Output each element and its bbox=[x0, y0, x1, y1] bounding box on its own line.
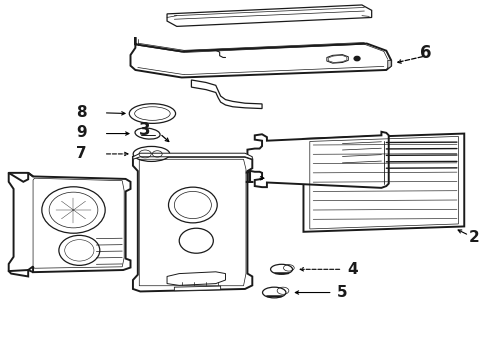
Ellipse shape bbox=[263, 287, 286, 298]
Polygon shape bbox=[167, 272, 225, 285]
Ellipse shape bbox=[270, 264, 293, 274]
Text: 3: 3 bbox=[139, 121, 151, 139]
Ellipse shape bbox=[133, 147, 170, 161]
Text: 2: 2 bbox=[468, 230, 479, 245]
Ellipse shape bbox=[129, 104, 175, 123]
Polygon shape bbox=[9, 173, 130, 276]
Polygon shape bbox=[388, 60, 391, 68]
Polygon shape bbox=[130, 37, 391, 77]
Text: 9: 9 bbox=[76, 125, 87, 140]
Text: 1: 1 bbox=[244, 171, 254, 186]
Polygon shape bbox=[174, 286, 220, 291]
Circle shape bbox=[354, 57, 360, 61]
Polygon shape bbox=[327, 55, 348, 63]
Polygon shape bbox=[133, 157, 252, 292]
Polygon shape bbox=[133, 153, 252, 159]
Text: 7: 7 bbox=[76, 147, 87, 161]
Polygon shape bbox=[303, 134, 464, 232]
Text: 6: 6 bbox=[419, 44, 431, 62]
Text: 5: 5 bbox=[337, 285, 348, 300]
Polygon shape bbox=[192, 80, 262, 109]
Ellipse shape bbox=[135, 128, 160, 139]
Polygon shape bbox=[247, 132, 389, 188]
Text: 4: 4 bbox=[347, 262, 358, 277]
Text: 8: 8 bbox=[76, 105, 87, 120]
